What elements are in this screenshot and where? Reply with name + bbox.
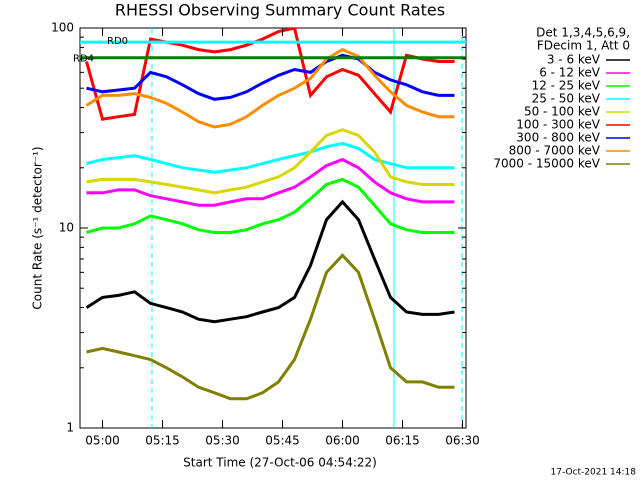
legend-header: Det 1,3,4,5,6,9, (536, 26, 630, 40)
legend-label: 3 - 6 keV (547, 53, 601, 67)
series-line (85, 28, 455, 121)
legend-label: 800 - 7000 keV (509, 144, 601, 158)
x-tick-label: 05:15 (145, 434, 180, 448)
plot-area (80, 28, 466, 428)
legend-label: 12 - 25 keV (532, 79, 601, 93)
x-tick-label: 06:00 (325, 434, 360, 448)
series-line (86, 253, 455, 401)
series-line (86, 177, 455, 234)
x-tick-label: 05:45 (265, 434, 300, 448)
legend-label: 300 - 800 keV (516, 131, 600, 145)
footer: 17-Oct-2021 14:18 (551, 468, 637, 478)
series-line (86, 53, 455, 101)
legend-header: FDecim 1, Att 0 (537, 39, 630, 53)
x-tick-label: 06:15 (385, 434, 420, 448)
x-tick-label: 05:00 (85, 434, 120, 448)
y-tick-label: 10 (59, 221, 74, 235)
legend-label: 7000 - 15000 keV (493, 157, 600, 171)
chart-title: RHESSI Observing Summary Count Rates (115, 1, 445, 20)
series-line (85, 199, 455, 324)
x-tick-label: 06:30 (445, 434, 480, 448)
legend-label: 6 - 12 keV (539, 66, 601, 80)
level-label: RD4 (73, 54, 94, 65)
plot-frame (79, 27, 467, 429)
series-line (86, 141, 455, 174)
x-tick-label: 05:30 (205, 434, 240, 448)
level-label: RD0 (107, 36, 128, 47)
x-axis-label: Start Time (27-Oct-06 04:54:22) (183, 456, 377, 470)
series-line (86, 157, 455, 207)
y-axis-label: Count Rate (s⁻¹ detector⁻¹) (31, 146, 45, 309)
series-line (85, 47, 455, 129)
y-tick-label: 1 (66, 421, 74, 435)
legend-label: 100 - 300 keV (516, 118, 600, 132)
y-tick-label: 100 (51, 21, 74, 35)
legend-label: 25 - 50 keV (532, 92, 601, 106)
legend-label: 50 - 100 keV (524, 105, 601, 119)
series-line (86, 128, 455, 195)
